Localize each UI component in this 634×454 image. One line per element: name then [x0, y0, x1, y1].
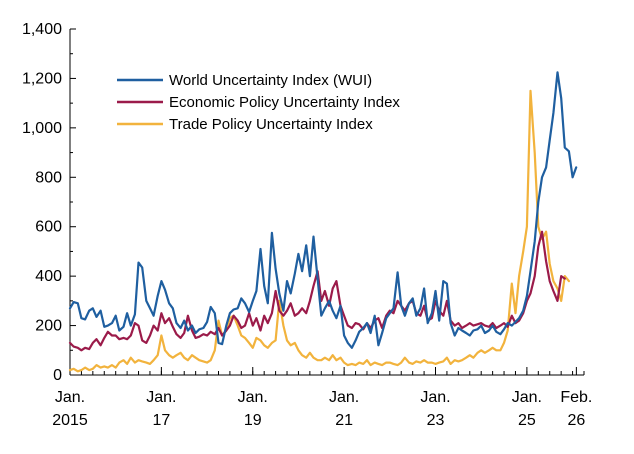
x-tick-label-line1: Jan.: [238, 389, 268, 406]
x-tick-label-line1: Feb.: [560, 389, 592, 406]
y-tick-label: 200: [35, 318, 62, 335]
legend: World Uncertainty Index (WUI) Economic Po…: [117, 72, 400, 133]
legend-label: Trade Policy Uncertainty Index: [169, 116, 373, 133]
y-tick-label: 600: [35, 219, 62, 236]
y-tick-label: 1,200: [22, 70, 62, 87]
x-axis: Jan. 2015 Jan. 17 Jan. 19 Jan. 21 Jan. 23 Jan. 25 Fe…: [52, 367, 592, 429]
series-line-trade-policy-uncertainty-index: [68, 89, 570, 373]
x-tick-label-line2: 25: [518, 412, 536, 429]
x-tick-label-line1: Jan.: [512, 389, 542, 406]
x-tick-label-line2: 26: [567, 412, 585, 429]
x-tick-label-line2: 17: [152, 412, 170, 429]
x-tick-label-line1: Jan.: [146, 389, 176, 406]
x-tick-label-line2: 23: [427, 412, 445, 429]
y-axis: 0 200 400 600 800 1,000 1,200 1,400: [22, 21, 76, 384]
x-tick-label-line2: 21: [335, 412, 353, 429]
y-tick-label: 800: [35, 169, 62, 186]
legend-label: World Uncertainty Index (WUI): [169, 72, 372, 89]
x-tick-label-line2: 2015: [52, 412, 88, 429]
legend-label: Economic Policy Uncertainty Index: [169, 94, 400, 111]
y-tick-label: 1,400: [22, 21, 62, 38]
x-tick-label-line1: Jan.: [329, 389, 359, 406]
y-tick-label: 1,000: [22, 120, 62, 137]
y-tick-label: 400: [35, 268, 62, 285]
x-tick-label-line2: 19: [244, 412, 262, 429]
x-tick-label-line1: Jan.: [55, 389, 85, 406]
series-line-world-uncertainty-index-wui: [68, 71, 578, 349]
y-tick-label: 0: [53, 367, 62, 384]
series-lines: [68, 71, 578, 373]
x-tick-label-line1: Jan.: [420, 389, 450, 406]
